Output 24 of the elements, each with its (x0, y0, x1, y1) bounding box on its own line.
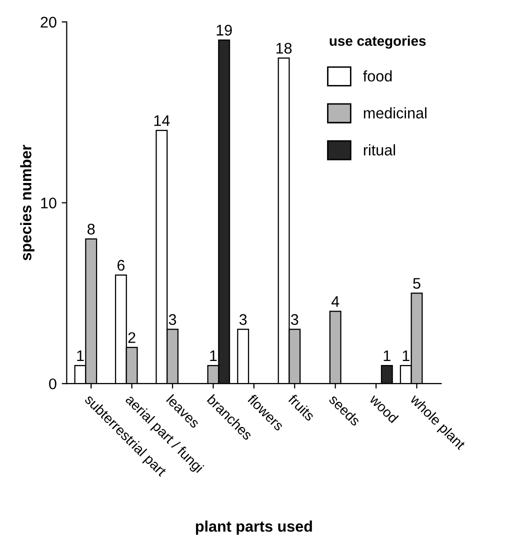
legend-label: ritual (364, 144, 395, 156)
data-label: 3 (290, 314, 298, 325)
data-label: 5 (413, 278, 420, 289)
data-label: 6 (117, 260, 125, 271)
y-tick-label: 20 (40, 16, 56, 28)
data-label: 1 (384, 350, 390, 361)
y-axis-title: species number (20, 144, 34, 260)
data-label: 3 (168, 314, 176, 325)
data-label: 8 (88, 224, 95, 235)
data-label: 3 (239, 314, 247, 325)
data-label: 19 (216, 24, 232, 36)
data-label: 2 (128, 332, 136, 343)
data-label: 4 (331, 296, 340, 307)
y-tick-label: 0 (49, 378, 56, 390)
y-tick-label: 10 (41, 198, 56, 208)
data-label: 1 (77, 350, 84, 361)
legend-title: use categories (330, 36, 426, 49)
data-label: 1 (210, 350, 217, 361)
legend-label: food (363, 70, 392, 82)
x-axis-title: plant parts used (196, 520, 312, 535)
data-label: 18 (276, 42, 292, 54)
data-label: 14 (154, 115, 170, 126)
legend-label: medicinal (364, 107, 426, 118)
data-label: 1 (402, 350, 410, 361)
